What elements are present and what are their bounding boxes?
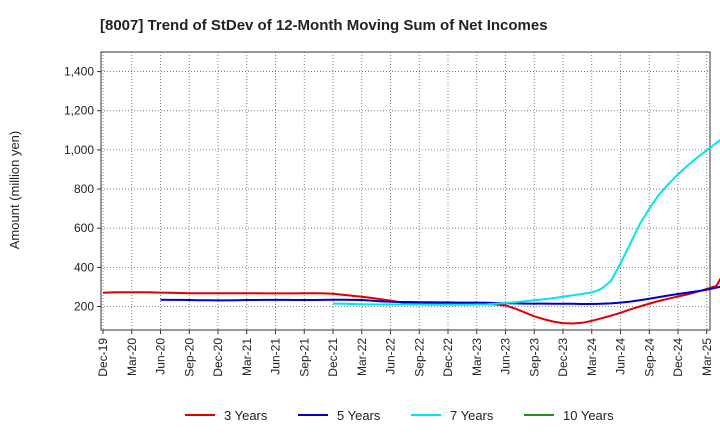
x-tick-label: Dec-19 xyxy=(96,338,110,377)
y-tick-label: 800 xyxy=(74,182,94,196)
x-tick-label: Mar-23 xyxy=(470,338,484,376)
y-tick-label: 600 xyxy=(74,221,94,235)
y-tick-label: 1,000 xyxy=(64,143,94,157)
legend-label-5-years: 5 Years xyxy=(337,408,381,423)
x-tick-label: Sep-23 xyxy=(527,338,541,377)
y-tick-label: 200 xyxy=(74,300,94,314)
y-tick-label: 400 xyxy=(74,260,94,274)
x-tick-label: Mar-22 xyxy=(355,338,369,376)
legend: 3 Years 5 Years 7 Years 10 Years xyxy=(185,408,614,423)
legend-label-3-years: 3 Years xyxy=(224,408,268,423)
x-tick-label: Sep-24 xyxy=(642,338,656,377)
x-tick-label: Dec-21 xyxy=(326,338,340,377)
x-tick-label: Jun-22 xyxy=(384,338,398,375)
x-tick-label: Dec-23 xyxy=(556,338,570,377)
x-axis-ticks: Dec-19 Mar-20 Jun-20 Sep-20 Dec-20 Mar-21 Jun-… xyxy=(96,330,714,377)
x-tick-label: Jun-21 xyxy=(269,338,283,375)
x-tick-label: Mar-25 xyxy=(700,338,714,376)
plot-area xyxy=(101,52,710,330)
x-tick-label: Jun-23 xyxy=(499,338,513,375)
x-tick-label: Dec-24 xyxy=(671,338,685,377)
x-tick-label: Jun-20 xyxy=(154,338,168,375)
x-tick-label: Sep-21 xyxy=(297,338,311,377)
x-tick-label: Jun-24 xyxy=(614,338,628,375)
legend-label-7-years: 7 Years xyxy=(450,408,494,423)
x-tick-label: Mar-24 xyxy=(585,338,599,376)
x-tick-label: Sep-22 xyxy=(412,338,426,377)
chart-title: [8007] Trend of StDev of 12-Month Moving… xyxy=(100,17,548,34)
legend-label-10-years: 10 Years xyxy=(563,408,614,423)
y-tick-label: 1,400 xyxy=(64,65,94,79)
y-axis-ticks: 200 400 600 800 1,000 1,200 1,400 xyxy=(64,65,101,314)
x-tick-label: Mar-21 xyxy=(240,338,254,376)
x-tick-label: Mar-20 xyxy=(125,338,139,376)
y-tick-label: 1,200 xyxy=(64,104,94,118)
x-tick-label: Dec-20 xyxy=(211,338,225,377)
x-tick-label: Sep-20 xyxy=(182,338,196,377)
y-axis-label: Amount (million yen) xyxy=(7,131,22,250)
x-tick-label: Dec-22 xyxy=(441,338,455,377)
